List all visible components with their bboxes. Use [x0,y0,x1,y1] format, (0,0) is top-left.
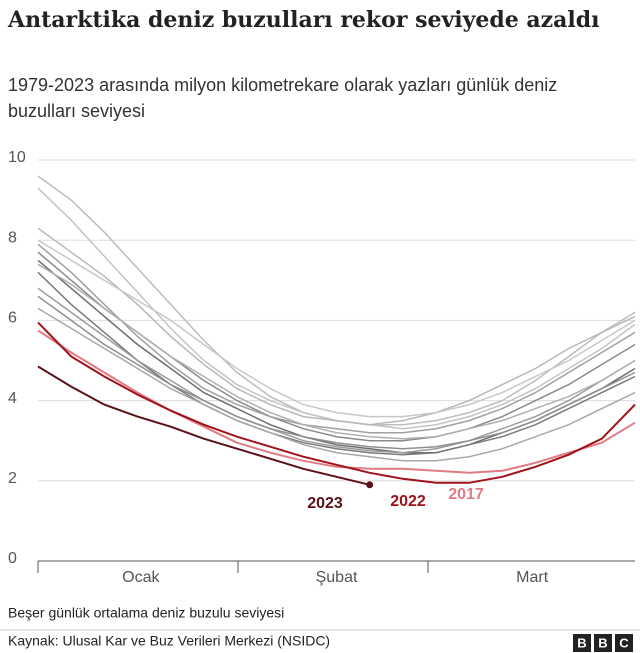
y-tick-label: 8 [8,229,17,246]
logo-letter: B [598,635,607,650]
series-line [37,259,636,454]
y-tick-label: 2 [8,470,17,487]
note: Beşer günlük ortalama deniz buzulu seviy… [8,605,284,621]
series-line [37,287,636,454]
y-tick-label: 6 [8,310,17,327]
logo-box [615,634,633,652]
series-line [37,329,636,474]
series-line [37,239,636,418]
series-line [37,307,636,462]
series-label: 2017 [448,486,484,503]
logo-letter: C [619,635,629,650]
series-label: 2022 [390,493,426,510]
logo-letter: B [577,635,586,650]
y-tick-label: 4 [8,390,17,407]
x-tick-label: Mart [516,569,549,586]
chart-title: Antarktika deniz buzulları rekor seviyed… [8,7,600,33]
series-line [37,321,636,484]
series-line [37,365,370,486]
series-line [37,295,636,450]
end-marker [366,481,374,489]
y-tick-label: 10 [8,149,26,166]
series-line [37,271,636,456]
source: Kaynak: Ulusal Kar ve Buz Verileri Merke… [8,633,330,649]
logo-box [594,634,612,652]
x-tick-label: Ocak [122,569,160,586]
series-label: 2023 [307,495,343,512]
series-line [37,227,636,426]
series-line [37,263,636,440]
series-line [37,187,636,430]
x-tick-label: Şubat [316,569,358,586]
logo-box [573,634,591,652]
y-tick-label: 0 [8,550,17,567]
series-line [37,243,636,434]
chart-subtitle: 1979-2023 arasında milyon kilometrekare … [8,75,558,121]
